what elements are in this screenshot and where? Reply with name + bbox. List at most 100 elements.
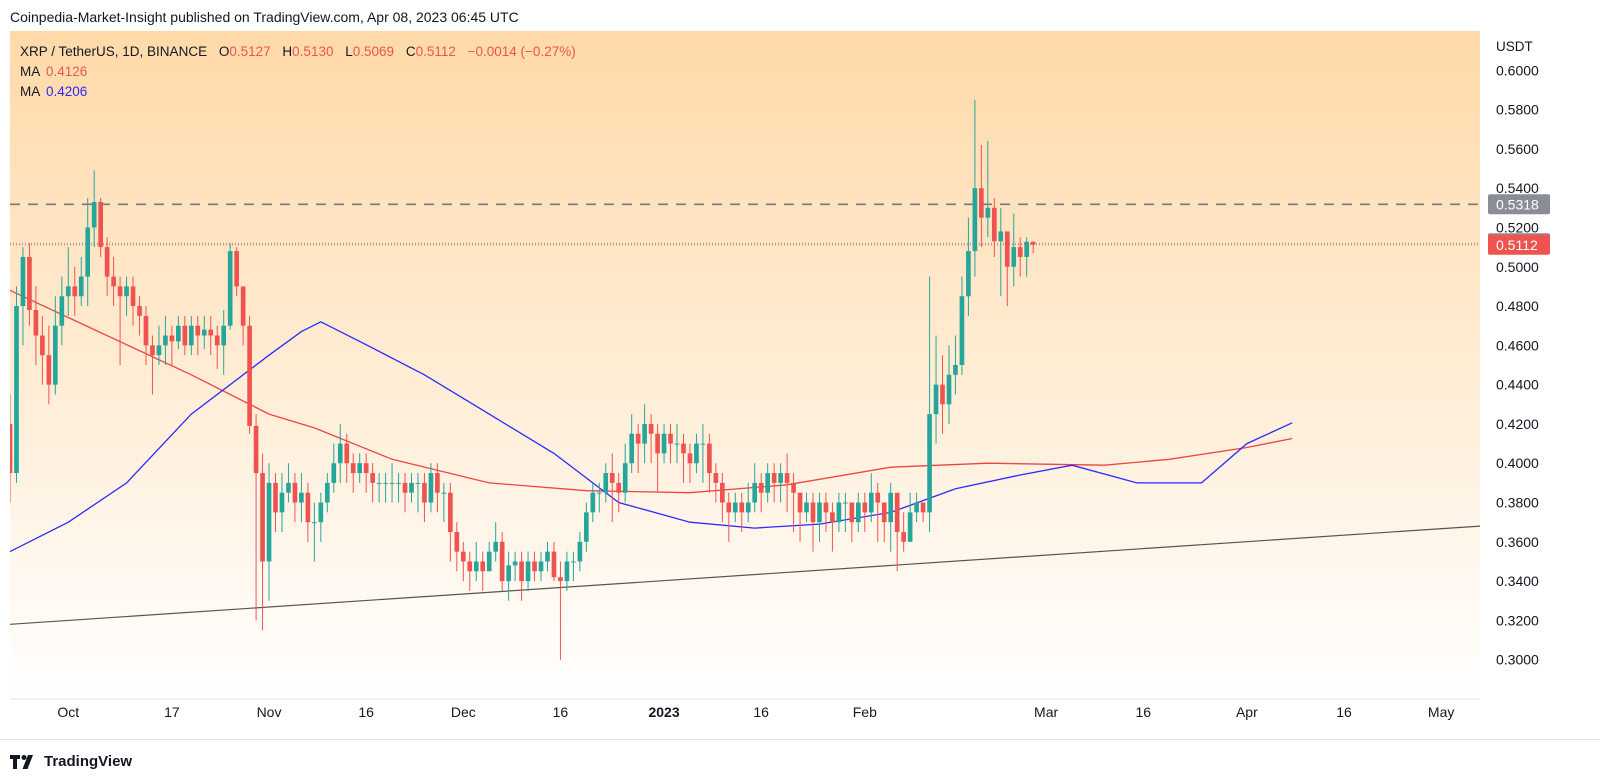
candle — [894, 492, 900, 572]
candle — [376, 473, 382, 503]
candle-body — [577, 541, 583, 562]
candle — [642, 404, 647, 464]
candle — [59, 276, 65, 346]
candle-body — [52, 325, 58, 385]
candle-body — [985, 207, 991, 218]
candle — [234, 247, 239, 297]
candle — [998, 207, 1004, 297]
candle-body — [635, 433, 641, 444]
candle-body — [221, 325, 227, 346]
candle — [519, 551, 524, 601]
candle — [810, 492, 816, 552]
candle — [156, 325, 162, 365]
candle — [260, 453, 265, 631]
candle — [881, 502, 887, 542]
candle-body — [784, 473, 790, 483]
candle — [266, 463, 272, 601]
candle-body — [279, 492, 285, 513]
legend-ohlc-row: XRP / TetherUS, 1D, BINANCE O0.5127 H0.5… — [20, 42, 576, 62]
candle — [201, 315, 207, 350]
x-tick-label: 16 — [553, 704, 569, 720]
candle-body — [532, 561, 537, 572]
candle — [622, 443, 628, 503]
candle-body — [888, 492, 894, 523]
y-tick-label: 0.5600 — [1496, 141, 1539, 157]
candles-layer — [7, 99, 1036, 660]
y-tick-label: 0.4800 — [1496, 298, 1539, 314]
candle-body — [59, 296, 65, 326]
candle-body — [512, 561, 518, 566]
candle — [182, 315, 188, 356]
candle — [849, 502, 855, 542]
legend-ma-slow-value: 0.4126 — [46, 64, 88, 79]
y-tick-label: 0.4000 — [1496, 455, 1539, 471]
candle-body — [907, 512, 913, 542]
candle-body — [234, 251, 239, 287]
candle — [609, 453, 615, 523]
candle-body — [765, 473, 770, 493]
candle — [875, 482, 881, 542]
candle-body — [668, 433, 673, 444]
candle-body — [648, 423, 654, 434]
candle-body — [85, 227, 91, 277]
candle — [91, 170, 97, 248]
candle-body — [78, 276, 84, 297]
legend-change: −0.0014 (−0.27%) — [467, 44, 576, 59]
x-tick-label: Dec — [451, 704, 476, 720]
candle — [52, 296, 58, 395]
candle-body — [603, 473, 609, 493]
footer-divider — [0, 739, 1600, 740]
candle — [506, 551, 511, 601]
candle-body — [804, 502, 809, 513]
chart-frame[interactable]: USDT 0.6000 0.5800 0.5600 0.5400 0.5200 0.5000… — [7, 31, 1590, 739]
x-tick-label: Feb — [853, 704, 877, 720]
candle — [454, 522, 460, 572]
candle — [1024, 237, 1030, 277]
candle-body — [953, 365, 958, 375]
candle-body — [674, 443, 680, 445]
candle-body — [402, 482, 408, 493]
candle-body — [14, 306, 19, 474]
price-chart[interactable]: USDT 0.6000 0.5800 0.5600 0.5400 0.5200 0.5000… — [7, 31, 1590, 739]
candle-body — [473, 561, 479, 572]
candle — [72, 266, 78, 316]
candle-body — [337, 443, 343, 464]
candle-body — [460, 551, 466, 562]
candle — [668, 423, 673, 464]
candle-body — [596, 492, 602, 494]
candle — [784, 453, 790, 513]
candle-body — [318, 502, 324, 523]
tradingview-footer[interactable]: TradingView — [10, 753, 132, 770]
candle — [512, 551, 518, 582]
candle-body — [156, 345, 162, 356]
candle — [1011, 213, 1017, 287]
candle — [428, 463, 434, 513]
candle — [661, 423, 667, 464]
candle — [40, 315, 45, 385]
candle — [130, 276, 136, 326]
candle-body — [791, 482, 796, 493]
candle — [739, 492, 745, 532]
candle-body — [137, 306, 142, 316]
candle — [525, 551, 531, 591]
y-tick-label: 0.3400 — [1496, 573, 1539, 589]
candle-body — [700, 443, 706, 445]
candle-body — [124, 286, 129, 297]
candle-body — [20, 256, 26, 307]
tradingview-logo-icon — [10, 754, 33, 769]
candle-body — [797, 492, 803, 513]
candle-body — [687, 453, 693, 464]
candle — [480, 551, 486, 591]
candle — [629, 414, 635, 474]
candle-body — [571, 561, 576, 563]
candle-body — [350, 463, 356, 474]
legend-ma-fast-row: MA 0.4206 — [20, 82, 576, 102]
candle-body — [655, 433, 660, 454]
candle-body — [188, 325, 194, 346]
candle — [765, 463, 770, 503]
candle — [972, 99, 978, 277]
candle-body — [739, 502, 745, 513]
candle — [396, 473, 401, 503]
candle-body — [163, 335, 168, 346]
candle-body — [428, 473, 434, 503]
